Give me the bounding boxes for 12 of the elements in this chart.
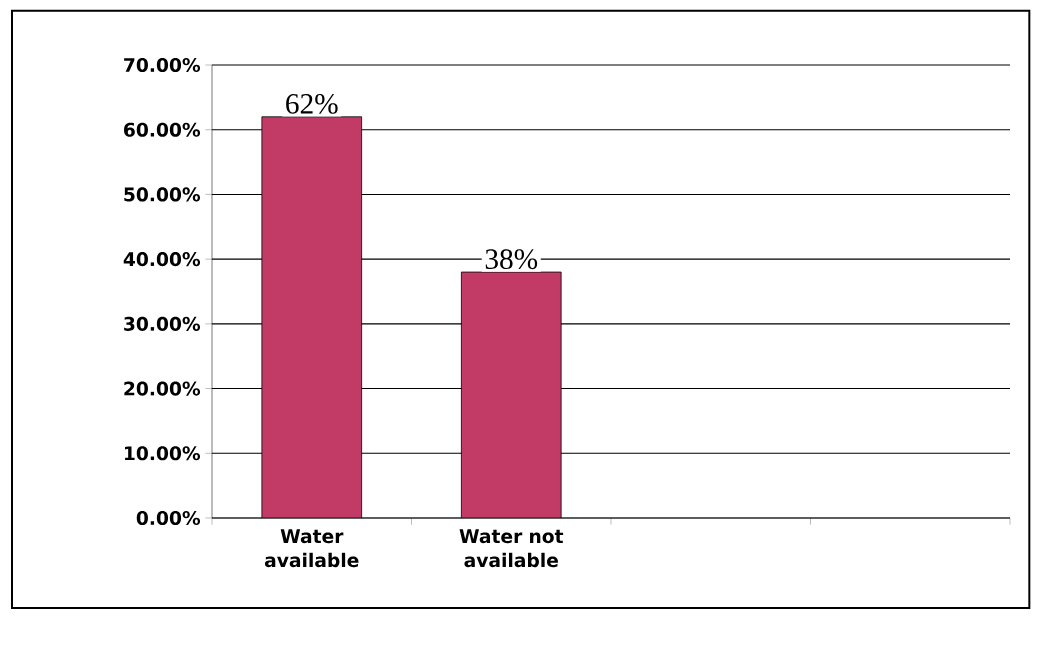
- y-tick-label: 10.00%: [124, 446, 201, 461]
- data-label: 38%: [485, 249, 538, 270]
- y-tick-label: 40.00%: [123, 252, 201, 267]
- x-tick-label: Water not available: [459, 529, 564, 568]
- y-tick-label: 20.00%: [124, 381, 201, 396]
- y-tick-label: 70.00%: [124, 57, 201, 73]
- x-tick-label: Water available: [264, 529, 359, 568]
- y-tick-label: 60.00%: [124, 122, 201, 137]
- y-tick-label: 30.00%: [124, 316, 201, 331]
- data-label: 62%: [286, 93, 338, 114]
- y-tick-label: 50.00%: [124, 187, 201, 202]
- y-tick-label: 0.00%: [136, 510, 201, 526]
